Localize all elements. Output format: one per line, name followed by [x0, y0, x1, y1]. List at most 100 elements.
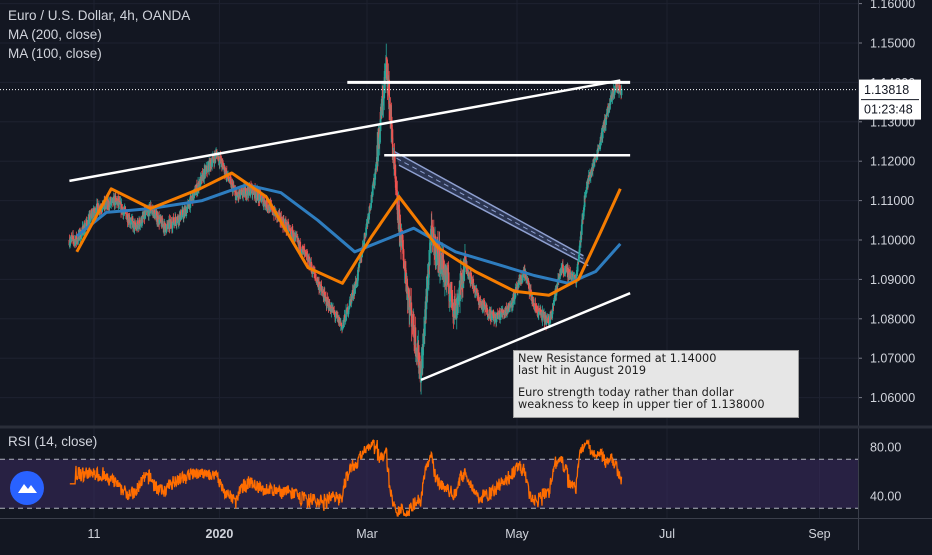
candle-body	[374, 172, 377, 180]
candle-body	[114, 196, 117, 206]
candle-body	[218, 156, 220, 161]
candle-body	[335, 312, 338, 314]
candle-body	[74, 239, 77, 245]
candle-body	[506, 307, 509, 314]
candle-body	[82, 234, 85, 235]
candle-body	[182, 211, 185, 218]
candle-body	[254, 191, 257, 198]
candle-body	[549, 315, 552, 323]
price-tick-label: 1.07000	[870, 352, 915, 366]
candle-body	[158, 219, 161, 224]
candle-body	[517, 280, 520, 288]
candle-body	[423, 324, 426, 337]
rsi-legend: RSI (14, close)	[8, 434, 98, 449]
candle-body	[359, 262, 361, 263]
candle-body	[333, 312, 336, 314]
candle-body	[426, 287, 429, 296]
candle-body	[562, 268, 565, 273]
candle-body	[605, 118, 607, 125]
candle-body	[513, 298, 516, 301]
candle-body	[374, 168, 377, 173]
candle-body	[385, 57, 388, 60]
candle-body	[427, 277, 430, 285]
candle-body	[145, 209, 148, 212]
candle-body	[548, 322, 551, 324]
candle-body	[211, 158, 214, 163]
candle-body	[548, 323, 551, 326]
channel-lower-line	[398, 164, 589, 267]
candle-body	[483, 302, 486, 305]
candle-body	[104, 204, 107, 207]
candle-body	[389, 107, 392, 118]
candle-body	[72, 235, 74, 240]
candle-body	[596, 155, 598, 160]
candle-body	[287, 224, 290, 232]
candle-body	[605, 114, 608, 119]
tradingview-cloud-icon[interactable]	[10, 471, 44, 505]
candle-body	[89, 219, 92, 222]
price-tick-label: 1.08000	[870, 312, 915, 326]
candle-body	[80, 237, 83, 239]
candle-body	[616, 83, 618, 87]
candle-body	[204, 169, 207, 175]
candle-body	[357, 269, 359, 281]
candle-body	[564, 271, 566, 273]
rsi-line	[69, 438, 623, 517]
candle-body	[450, 282, 453, 294]
candle-body	[366, 217, 369, 224]
price-tick-label: 1.16000	[870, 0, 915, 11]
candle-body	[249, 192, 252, 195]
candle-body	[171, 221, 174, 228]
candle-body	[561, 267, 563, 273]
candle-body	[378, 126, 381, 145]
candle-body	[84, 226, 87, 229]
candle-body	[618, 85, 621, 91]
candle-body	[305, 252, 308, 255]
candle-body	[532, 303, 535, 306]
candle-body	[491, 314, 493, 321]
candle-body	[439, 266, 442, 270]
candle-body	[102, 206, 105, 208]
candle-body	[428, 252, 431, 265]
candle-body	[545, 319, 548, 325]
candle-body	[563, 273, 566, 274]
candle-body	[229, 177, 232, 180]
candle-body	[588, 177, 591, 180]
candle-body	[410, 310, 413, 327]
candle-body	[334, 313, 336, 318]
candle-body	[537, 314, 540, 316]
candle-body	[607, 107, 610, 114]
candle-body	[334, 316, 337, 317]
candle-body	[299, 241, 302, 252]
candle-body	[391, 144, 394, 160]
candle-body	[521, 274, 524, 281]
candle-body	[572, 276, 575, 280]
candle-body	[434, 236, 437, 260]
candle-body	[336, 315, 339, 318]
candle-body	[125, 211, 127, 214]
candle-body	[424, 309, 427, 325]
candle-body	[370, 194, 373, 204]
candle-body	[252, 190, 255, 194]
candle-body	[459, 280, 461, 302]
annotation-note[interactable]: New Resistance formed at 1.14000 last hi…	[513, 350, 799, 418]
candle-body	[515, 287, 518, 290]
candle-body	[343, 315, 346, 318]
candle-body	[609, 95, 612, 102]
candle-body	[613, 91, 616, 95]
candle-body	[371, 185, 374, 196]
candle-body	[578, 245, 581, 253]
candle-body	[577, 254, 580, 262]
time-tick-label: Sep	[808, 527, 830, 541]
candle-body	[485, 305, 488, 308]
candle-body	[143, 213, 146, 219]
candle-body	[384, 70, 387, 79]
candle-body	[347, 312, 350, 315]
candle-body	[314, 274, 317, 277]
candle-body	[527, 279, 529, 281]
falling-channel-fill	[394, 151, 589, 266]
candle-body	[131, 217, 134, 222]
candle-body	[563, 271, 566, 274]
